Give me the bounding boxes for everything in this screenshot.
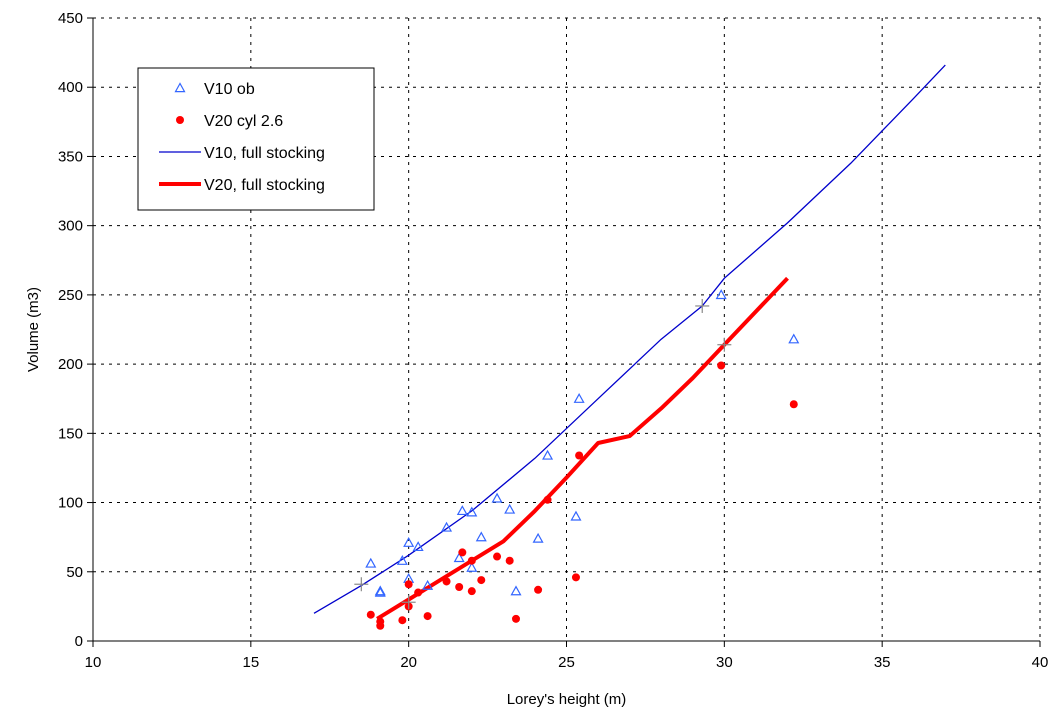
x-tick-label: 25 <box>558 654 575 671</box>
data-point-1 <box>442 577 451 586</box>
x-tick-label: 10 <box>85 654 102 671</box>
data-point-0 <box>396 554 408 565</box>
y-axis-title: Volume (m3) <box>25 287 42 372</box>
series-line-3 <box>376 276 789 621</box>
y-tick-label: 0 <box>75 633 83 650</box>
data-point-0 <box>715 289 727 300</box>
data-point-1 <box>511 614 520 623</box>
y-tick-label: 450 <box>58 10 83 27</box>
data-point-0 <box>422 579 434 590</box>
y-tick-label: 50 <box>66 564 83 581</box>
data-point-0 <box>374 585 386 596</box>
y-tick-label: 250 <box>58 287 83 304</box>
series-lines <box>313 64 946 621</box>
y-tick-labels: 0 50 100 150 200 250 300 350 400 450 <box>58 10 83 650</box>
x-tick-label: 35 <box>874 654 891 671</box>
data-point-1 <box>455 583 464 592</box>
data-point-1 <box>467 556 476 565</box>
data-point-4 <box>401 595 416 610</box>
series-line-2 <box>313 64 946 614</box>
data-point-1 <box>571 573 580 582</box>
data-point-1 <box>717 361 726 370</box>
axes <box>87 17 1041 647</box>
data-point-1 <box>398 616 407 625</box>
data-point-0 <box>466 561 478 572</box>
data-point-0 <box>491 492 503 503</box>
grid <box>93 17 1041 641</box>
data-point-1 <box>477 576 486 585</box>
y-tick-label: 350 <box>58 148 83 165</box>
data-point-1 <box>789 400 798 409</box>
data-point-0 <box>374 586 386 597</box>
data-point-0 <box>412 541 424 552</box>
y-tick-label: 400 <box>58 79 83 96</box>
data-point-0 <box>466 506 478 517</box>
x-axis-title: Lorey's height (m) <box>507 691 627 708</box>
legend: V10 ob V20 cyl 2.6 V10, full stocking V20, … <box>137 67 375 211</box>
data-point-1 <box>458 548 467 557</box>
legend-label: V10 ob <box>204 81 255 98</box>
data-point-1 <box>575 451 584 460</box>
data-point-0 <box>365 557 377 568</box>
data-point-0 <box>453 552 465 563</box>
legend-label: V10, full stocking <box>204 145 325 162</box>
data-point-0 <box>573 392 585 403</box>
data-point-0 <box>510 585 522 596</box>
data-point-4 <box>354 577 369 592</box>
x-tick-label: 15 <box>242 654 259 671</box>
data-point-1 <box>543 495 552 504</box>
data-point-0 <box>456 505 468 516</box>
data-point-0 <box>504 503 516 514</box>
data-point-0 <box>441 521 453 532</box>
x-tick-labels: 10 15 20 25 30 35 40 <box>85 654 1049 671</box>
x-tick-label: 30 <box>716 654 733 671</box>
legend-label: V20, full stocking <box>204 177 325 194</box>
data-point-1 <box>493 552 502 561</box>
data-point-1 <box>467 587 476 596</box>
data-point-4 <box>695 298 710 313</box>
legend-swatch <box>176 116 184 124</box>
legend-swatch <box>174 82 186 93</box>
data-point-1 <box>404 580 413 589</box>
data-point-1 <box>534 585 543 594</box>
data-point-0 <box>542 449 554 460</box>
data-point-1 <box>376 617 385 626</box>
data-point-0 <box>475 531 487 542</box>
data-point-1 <box>414 588 423 597</box>
y-tick-label: 100 <box>58 495 83 512</box>
y-tick-label: 150 <box>58 425 83 442</box>
series-points <box>354 289 800 630</box>
data-point-1 <box>366 610 375 619</box>
data-point-0 <box>532 532 544 543</box>
legend-label: V20 cyl 2.6 <box>204 113 283 130</box>
data-point-0 <box>570 510 582 521</box>
x-tick-label: 20 <box>400 654 417 671</box>
data-point-0 <box>788 333 800 344</box>
data-point-1 <box>505 556 514 565</box>
data-point-0 <box>403 536 415 547</box>
y-tick-label: 200 <box>58 356 83 373</box>
x-tick-label: 40 <box>1032 654 1049 671</box>
data-point-1 <box>423 612 432 621</box>
data-point-4 <box>717 337 732 352</box>
y-tick-label: 300 <box>58 218 83 235</box>
